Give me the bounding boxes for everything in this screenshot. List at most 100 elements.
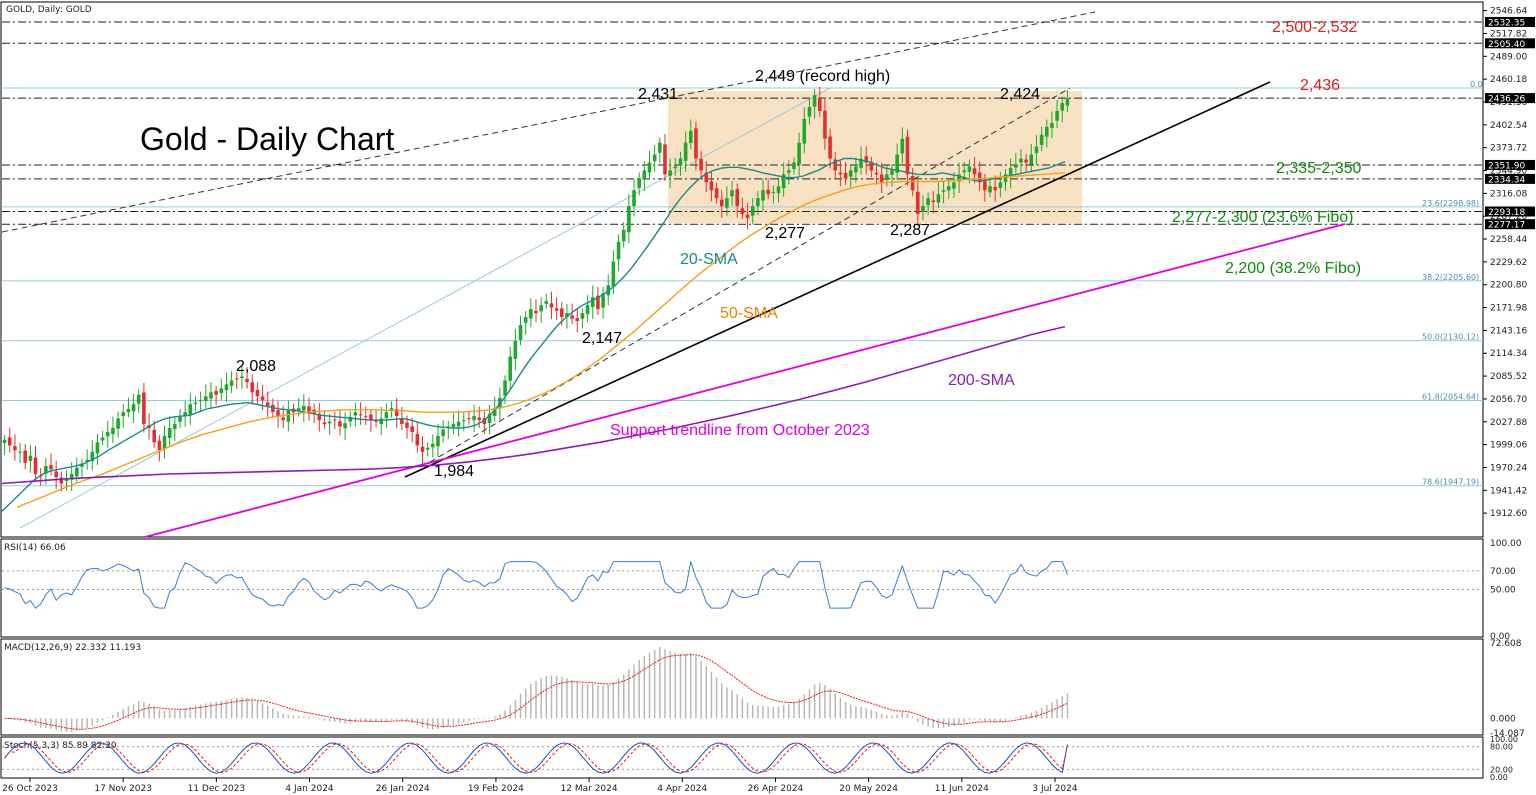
candle-body	[931, 200, 936, 203]
candle-body	[157, 440, 162, 451]
y-tick-label: 2114.34	[1490, 349, 1527, 359]
rsi-panel-frame	[0, 538, 1484, 638]
candle-body	[410, 426, 414, 432]
candle-body	[750, 206, 755, 216]
candle-body	[730, 190, 734, 197]
candle-body	[807, 107, 812, 117]
candle-body	[1024, 159, 1028, 163]
candle-body	[745, 214, 750, 218]
black-support-trendline	[404, 81, 1271, 478]
candle-body	[441, 429, 445, 436]
candle-body	[539, 305, 543, 312]
candle-body	[776, 186, 781, 194]
candle-body	[921, 206, 925, 213]
fibo-label: 23.6(2298.98)	[1422, 199, 1479, 208]
candle-body	[1055, 110, 1059, 121]
candle-body	[255, 389, 260, 397]
macd-tick-label: 72.608	[1490, 639, 1522, 649]
candle-body	[431, 443, 435, 448]
candle-body	[977, 172, 982, 183]
candle-body	[952, 182, 956, 189]
candle-body	[131, 404, 136, 412]
candle-body	[787, 170, 791, 173]
candle-body	[802, 118, 807, 144]
level-resistance-current: 2,436	[1300, 77, 1340, 94]
candle-body	[461, 420, 466, 422]
candle-body	[792, 162, 796, 169]
candle-body	[678, 158, 683, 166]
y-tick-label: 1999.06	[1490, 441, 1527, 451]
candle-body	[85, 459, 89, 462]
candle-body	[565, 313, 569, 317]
candle-body	[1044, 126, 1049, 137]
candle-body	[756, 198, 760, 207]
x-tick-label: 26 Oct 2023	[2, 784, 58, 794]
sma200-line	[1, 325, 1066, 485]
candle-body	[817, 97, 822, 111]
price-tag-bg	[1485, 93, 1535, 104]
price-tag: 2436.26	[1488, 95, 1525, 105]
candle-body	[477, 417, 482, 421]
candle-body	[998, 182, 1003, 188]
rsi-tick-label: 100.00	[1490, 539, 1522, 549]
candle-body	[926, 198, 930, 206]
candle-body	[23, 450, 28, 463]
candle-body	[735, 189, 740, 207]
candle-body	[162, 435, 167, 449]
x-tick-label: 3 Jul 2024	[1032, 784, 1077, 794]
candle-body	[472, 416, 476, 421]
y-tick-label: 2344.90	[1490, 167, 1527, 177]
candle-body	[627, 206, 631, 233]
candle-body	[647, 162, 652, 173]
annotation-low-2277: 2,277	[765, 225, 805, 242]
candle-body	[420, 446, 425, 452]
candle-body	[637, 178, 641, 188]
price-tag: 2334.34	[1488, 175, 1525, 185]
y-tick-label: 2200.80	[1490, 281, 1527, 291]
candle-body	[957, 174, 961, 182]
x-tick-label: 26 Jan 2024	[376, 784, 430, 794]
candle-body	[611, 261, 616, 287]
candle-body	[1065, 98, 1070, 106]
price-tag-bg	[1485, 219, 1535, 230]
candle-body	[523, 317, 528, 323]
candle-body	[879, 174, 884, 183]
symbol-label: GOLD, Daily: GOLD	[6, 5, 92, 15]
y-tick-label: 1912.60	[1490, 509, 1527, 519]
candle-body	[1003, 174, 1008, 183]
candle-body	[848, 170, 853, 177]
candle-body	[709, 181, 714, 191]
candle-body	[642, 170, 647, 180]
label-50-sma: 50-SMA	[720, 305, 778, 322]
stoch-label: Stoch(5,3,3) 85.89 82.20	[4, 741, 117, 751]
stoch-d-line	[4, 743, 1068, 773]
candle-body	[229, 380, 234, 386]
macd-axis: 72.608 0.000 -14.087	[1490, 639, 1525, 739]
candle-body	[492, 408, 497, 417]
y-tick-label: 2460.18	[1490, 75, 1527, 85]
candle-body	[400, 418, 404, 425]
candle-body	[941, 190, 946, 192]
candle-body	[250, 382, 255, 393]
annotation-record-high: 2,449 (record high)	[755, 68, 890, 85]
macd-panel-frame	[0, 638, 1484, 736]
candle-body	[890, 170, 894, 175]
y-tick-label: 2085.52	[1490, 372, 1527, 382]
candle-body	[559, 308, 564, 318]
macd-tick-label: 0.000	[1490, 714, 1516, 724]
candle-body	[668, 170, 672, 176]
level-support-3: 2,200 (38.2% Fibo)	[1225, 260, 1361, 277]
candle-body	[688, 130, 693, 143]
candle-body	[343, 423, 347, 429]
candle-body	[508, 356, 513, 381]
candle-body	[482, 418, 487, 425]
annotation-peak-2424: 2,424	[1000, 86, 1040, 103]
candle-body	[518, 324, 523, 341]
candle-body	[575, 318, 580, 322]
candle-body	[332, 419, 337, 421]
candle-body	[714, 188, 719, 199]
candle-body	[885, 174, 889, 180]
candle-body	[348, 416, 353, 422]
y-tick-label: 2229.62	[1490, 258, 1527, 268]
candle-body	[214, 391, 218, 395]
